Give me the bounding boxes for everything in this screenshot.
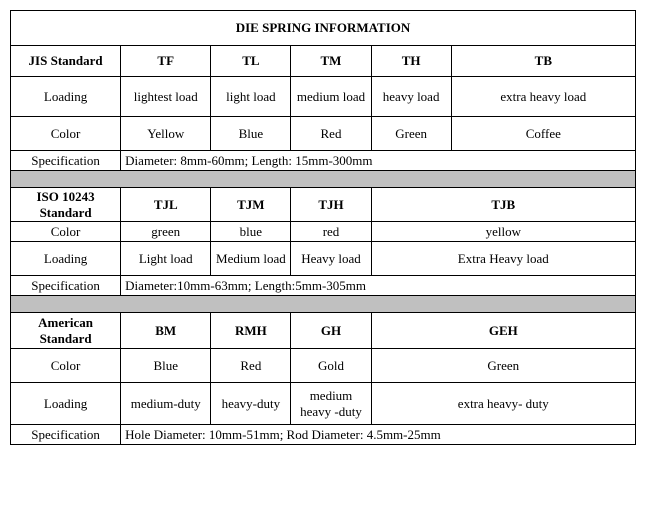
jis-col-tm: TM [291, 46, 371, 77]
iso-color-row: Color green blue red yellow [11, 222, 636, 242]
iso-loading-tjb: Extra Heavy load [371, 242, 635, 276]
am-color-row: Color Blue Red Gold Green [11, 349, 636, 383]
jis-color-tb: Coffee [451, 117, 635, 151]
am-col-rmh: RMH [211, 313, 291, 349]
jis-standard-label: JIS Standard [11, 46, 121, 77]
jis-loading-tl: light load [211, 77, 291, 117]
iso-spec-value: Diameter:10mm-63mm; Length:5mm-305mm [121, 276, 636, 296]
am-loading-bm: medium-duty [121, 383, 211, 425]
die-spring-table: DIE SPRING INFORMATION JIS Standard TF T… [10, 10, 636, 445]
iso-header-row: ISO 10243 Standard TJL TJM TJH TJB [11, 188, 636, 222]
iso-col-tjb: TJB [371, 188, 635, 222]
jis-loading-tf: lightest load [121, 77, 211, 117]
iso-loading-tjh: Heavy load [291, 242, 371, 276]
jis-header-row: JIS Standard TF TL TM TH TB [11, 46, 636, 77]
iso-col-tjl: TJL [121, 188, 211, 222]
iso-loading-label: Loading [11, 242, 121, 276]
jis-col-th: TH [371, 46, 451, 77]
am-color-gh: Gold [291, 349, 371, 383]
am-col-bm: BM [121, 313, 211, 349]
iso-spec-row: Specification Diameter:10mm-63mm; Length… [11, 276, 636, 296]
iso-standard-label: ISO 10243 Standard [11, 188, 121, 222]
am-header-row: American Standard BM RMH GH GEH [11, 313, 636, 349]
am-spec-row: Specification Hole Diameter: 10mm-51mm; … [11, 425, 636, 445]
jis-color-label: Color [11, 117, 121, 151]
iso-color-tjh: red [291, 222, 371, 242]
jis-col-tf: TF [121, 46, 211, 77]
jis-loading-th: heavy load [371, 77, 451, 117]
jis-loading-tm: medium load [291, 77, 371, 117]
am-loading-label: Loading [11, 383, 121, 425]
am-color-label: Color [11, 349, 121, 383]
am-loading-rmh: heavy-duty [211, 383, 291, 425]
jis-spec-value: Diameter: 8mm-60mm; Length: 15mm-300mm [121, 151, 636, 171]
jis-loading-label: Loading [11, 77, 121, 117]
am-loading-row: Loading medium-duty heavy-duty medium he… [11, 383, 636, 425]
iso-col-tjh: TJH [291, 188, 371, 222]
am-loading-gh: medium heavy -duty [291, 383, 371, 425]
iso-loading-row: Loading Light load Medium load Heavy loa… [11, 242, 636, 276]
iso-color-tjb: yellow [371, 222, 635, 242]
jis-spec-row: Specification Diameter: 8mm-60mm; Length… [11, 151, 636, 171]
am-color-rmh: Red [211, 349, 291, 383]
jis-color-tl: Blue [211, 117, 291, 151]
title-row: DIE SPRING INFORMATION [11, 11, 636, 46]
jis-color-row: Color Yellow Blue Red Green Coffee [11, 117, 636, 151]
jis-color-th: Green [371, 117, 451, 151]
am-color-bm: Blue [121, 349, 211, 383]
jis-spec-label: Specification [11, 151, 121, 171]
jis-col-tb: TB [451, 46, 635, 77]
separator-1 [11, 171, 636, 188]
am-spec-label: Specification [11, 425, 121, 445]
jis-loading-tb: extra heavy load [451, 77, 635, 117]
am-color-geh: Green [371, 349, 635, 383]
am-spec-value: Hole Diameter: 10mm-51mm; Rod Diameter: … [121, 425, 636, 445]
iso-color-tjl: green [121, 222, 211, 242]
iso-color-label: Color [11, 222, 121, 242]
jis-color-tf: Yellow [121, 117, 211, 151]
separator-2 [11, 296, 636, 313]
jis-color-tm: Red [291, 117, 371, 151]
am-col-geh: GEH [371, 313, 635, 349]
am-loading-geh: extra heavy- duty [371, 383, 635, 425]
am-col-gh: GH [291, 313, 371, 349]
iso-loading-tjm: Medium load [211, 242, 291, 276]
am-standard-label: American Standard [11, 313, 121, 349]
jis-col-tl: TL [211, 46, 291, 77]
iso-col-tjm: TJM [211, 188, 291, 222]
iso-loading-tjl: Light load [121, 242, 211, 276]
jis-loading-row: Loading lightest load light load medium … [11, 77, 636, 117]
iso-spec-label: Specification [11, 276, 121, 296]
table-title: DIE SPRING INFORMATION [11, 11, 636, 46]
iso-color-tjm: blue [211, 222, 291, 242]
